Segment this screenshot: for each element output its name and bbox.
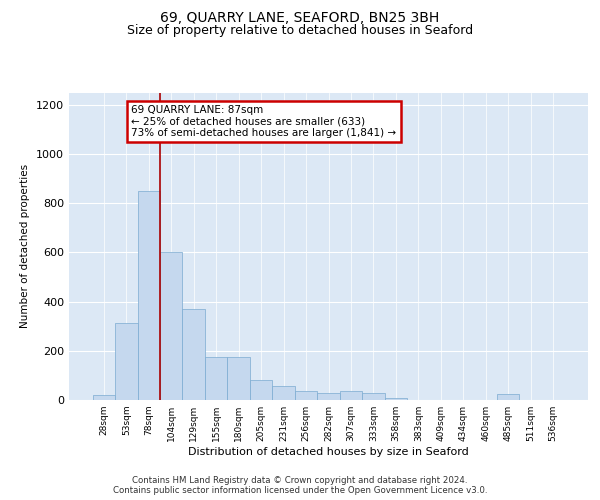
Text: Contains HM Land Registry data © Crown copyright and database right 2024.
Contai: Contains HM Land Registry data © Crown c… (113, 476, 487, 495)
Bar (362, 392, 385, 400)
Y-axis label: Number of detached properties: Number of detached properties (20, 164, 31, 328)
Bar (272, 386, 295, 400)
Text: Size of property relative to detached houses in Seaford: Size of property relative to detached ho… (127, 24, 473, 37)
Text: 69, QUARRY LANE, SEAFORD, BN25 3BH: 69, QUARRY LANE, SEAFORD, BN25 3BH (160, 11, 440, 25)
Bar (92, 395, 115, 400)
Bar (115, 322, 137, 400)
Bar (295, 392, 317, 400)
Bar (205, 357, 227, 400)
Bar (497, 394, 520, 400)
Bar (340, 392, 362, 400)
Bar (227, 357, 250, 400)
Bar (385, 398, 407, 400)
X-axis label: Distribution of detached houses by size in Seaford: Distribution of detached houses by size … (188, 447, 469, 457)
Bar (317, 392, 340, 400)
Bar (250, 380, 272, 400)
Text: 69 QUARRY LANE: 87sqm
← 25% of detached houses are smaller (633)
73% of semi-det: 69 QUARRY LANE: 87sqm ← 25% of detached … (131, 105, 397, 138)
Bar (182, 309, 205, 400)
Bar (137, 191, 160, 400)
Bar (160, 252, 182, 400)
